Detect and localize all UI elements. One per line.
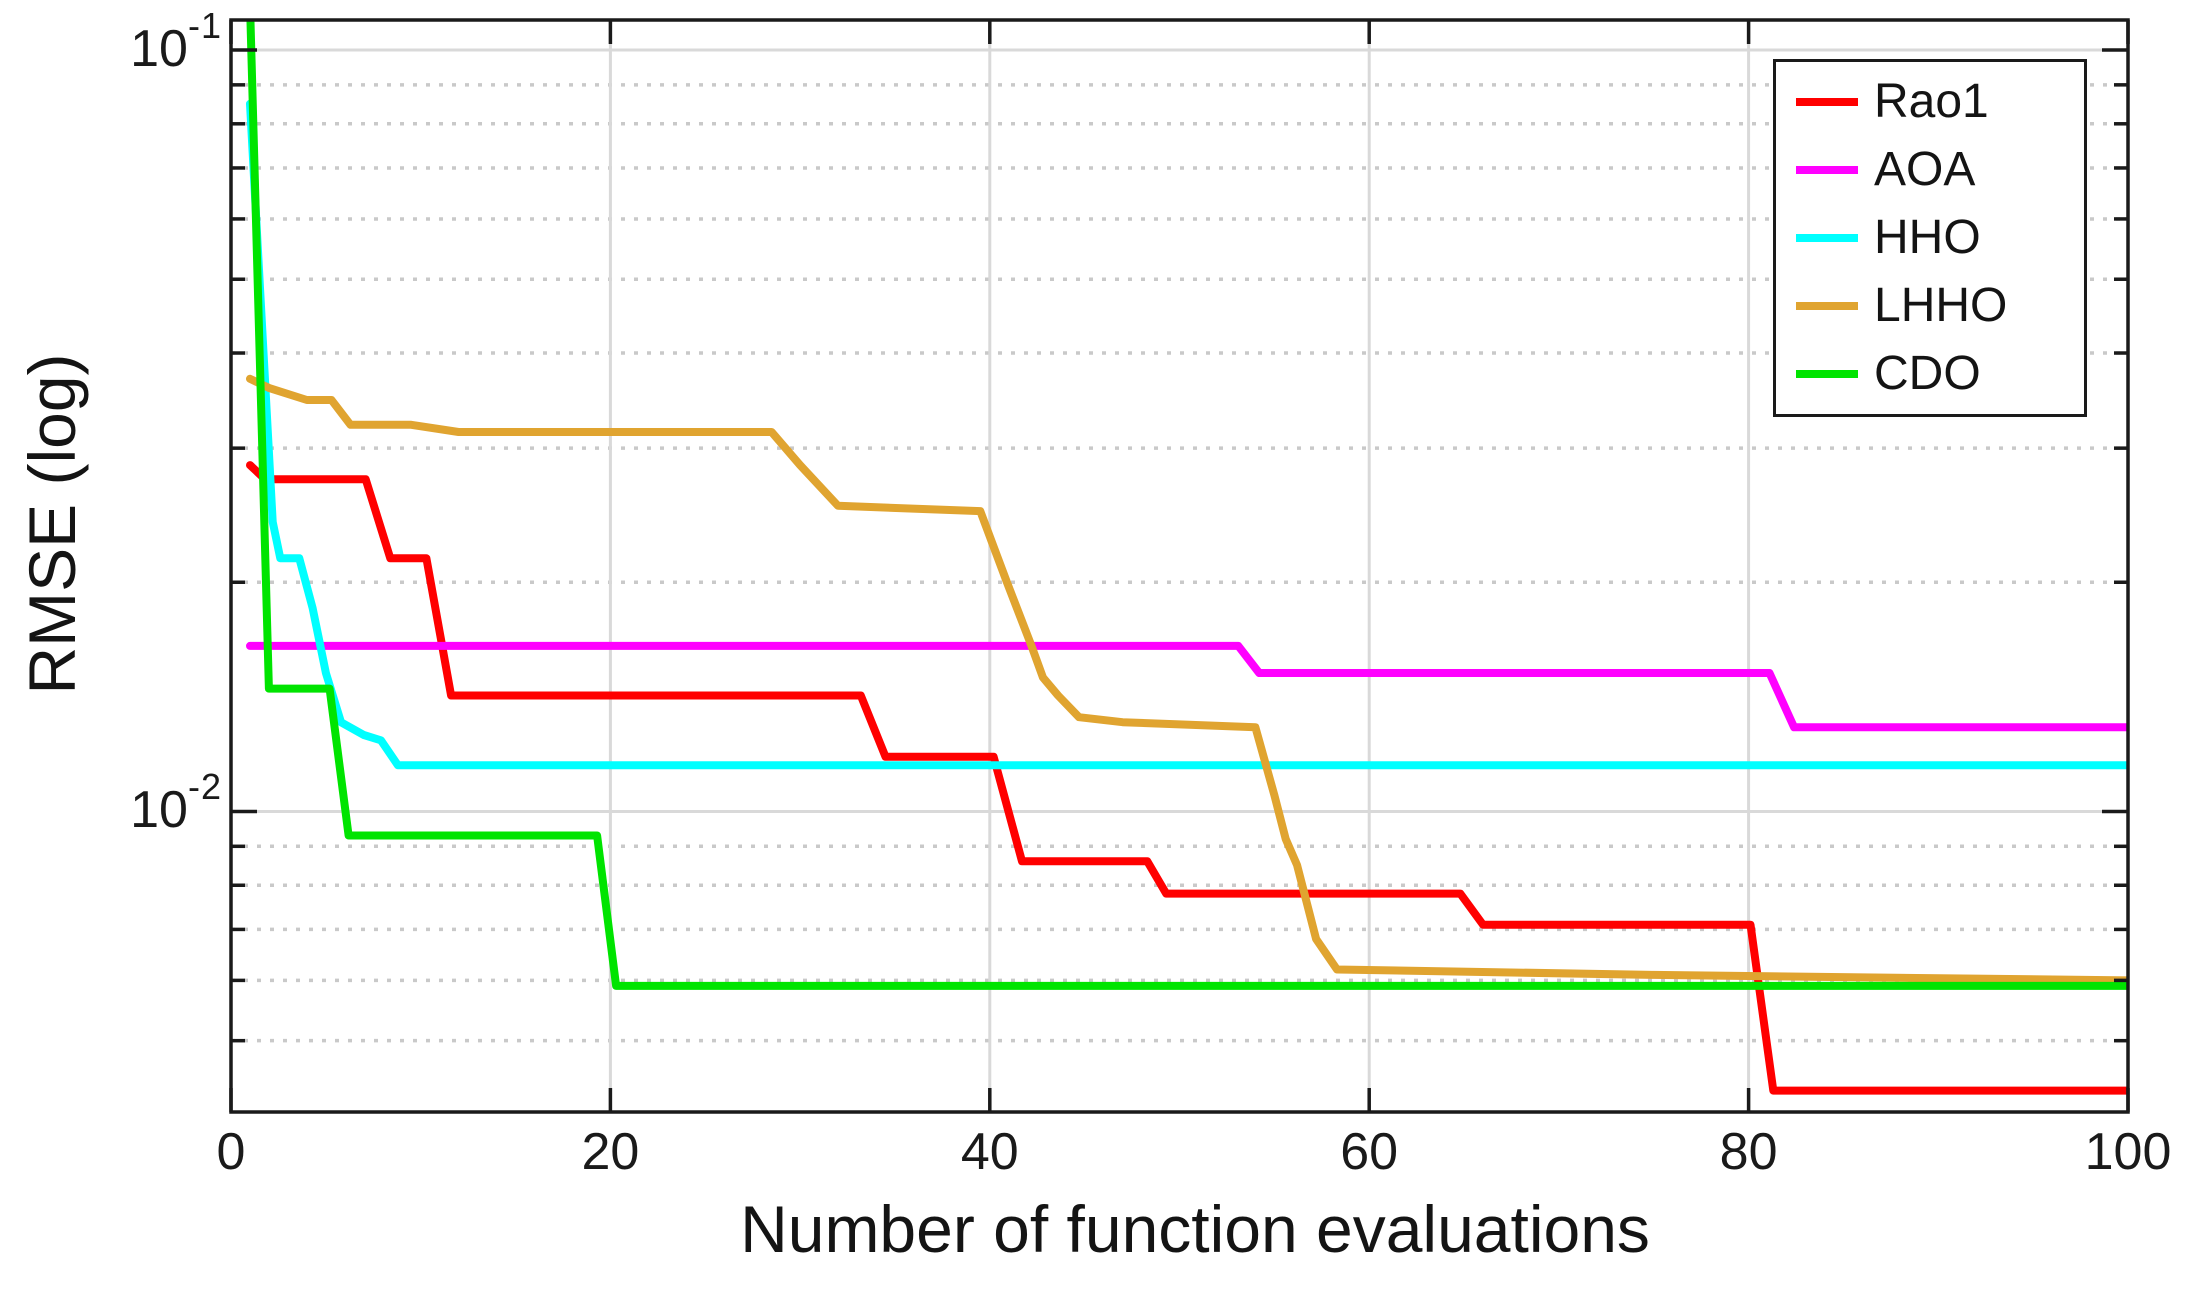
series-line-lhho xyxy=(246,374,2128,985)
x-tick-label: 80 xyxy=(1719,1123,1778,1181)
plot-border xyxy=(229,18,2130,1114)
legend-item: HHO xyxy=(1776,214,2084,262)
legend-label: CDO xyxy=(1874,347,1981,400)
series-line-rao1 xyxy=(246,461,2128,1095)
legend-label: AOA xyxy=(1874,143,1976,196)
x-tick-label: 20 xyxy=(581,1123,640,1181)
x-tick-label: 0 xyxy=(216,1123,246,1181)
legend-item: AOA xyxy=(1776,146,2084,194)
tick-marks xyxy=(229,20,2130,1112)
legend-swatch-hho xyxy=(1796,234,1858,242)
legend-item: LHHO xyxy=(1776,282,2084,330)
legend-label: LHHO xyxy=(1874,279,2008,332)
x-axis-title: Number of function evaluations xyxy=(740,1192,1650,1266)
y-tick-label: 10-2 xyxy=(0,769,222,840)
y-tick-exponent: -1 xyxy=(187,4,222,46)
series-group xyxy=(246,20,2128,1095)
y-tick-base: 10 xyxy=(130,19,188,78)
y-tick-label: 10-1 xyxy=(0,7,222,78)
series-line-aoa xyxy=(246,641,2128,732)
x-tick-label: 100 xyxy=(2084,1123,2172,1181)
series-line-hho xyxy=(246,99,2128,770)
legend-swatch-cdo xyxy=(1796,370,1858,378)
y-tick-exponent: -2 xyxy=(187,766,222,808)
legend-item: Rao1 xyxy=(1776,78,2084,126)
legend-label: HHO xyxy=(1874,211,1981,264)
legend-swatch-rao1 xyxy=(1796,98,1858,106)
legend: Rao1 AOA HHO LHHO CDO xyxy=(1773,59,2087,417)
legend-item: CDO xyxy=(1776,350,2084,398)
y-axis-title: RMSE (log) xyxy=(15,353,89,695)
y-tick-base: 10 xyxy=(130,781,188,840)
major-gridlines xyxy=(231,20,2128,1112)
legend-swatch-lhho xyxy=(1796,302,1858,310)
legend-label: Rao1 xyxy=(1874,75,1989,128)
legend-swatch-aoa xyxy=(1796,166,1858,174)
x-tick-label: 40 xyxy=(960,1123,1019,1181)
series-line-cdo xyxy=(246,20,2128,990)
x-tick-label: 60 xyxy=(1340,1123,1399,1181)
